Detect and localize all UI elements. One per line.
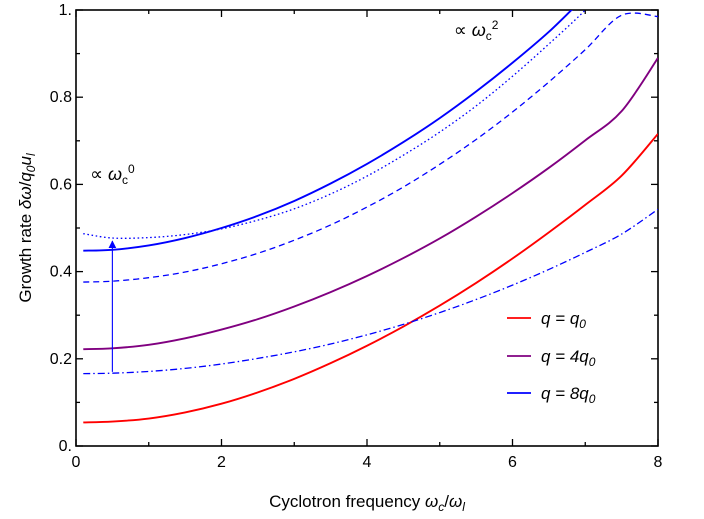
x-tick-label: 8 <box>654 454 663 471</box>
scaling-annotation-1: ∝ ωc2 <box>454 18 499 43</box>
legend-label-q0: q = q0 <box>541 309 586 331</box>
x-tick-label: 4 <box>363 454 372 471</box>
x-axis-label: Cyclotron frequency ωc/ωl <box>269 492 465 514</box>
y-tick-label: 1. <box>59 2 72 19</box>
y-tick-label: 0.2 <box>50 351 72 368</box>
legend: q = q0 q = 4q0 q = 8q0 <box>507 309 596 406</box>
series-line-3 <box>83 10 587 239</box>
series-line-5 <box>83 208 658 375</box>
scaling-annotation-0: ∝ ωc0 <box>90 162 135 187</box>
y-tick-label: 0.6 <box>50 176 72 193</box>
y-axis-label: Growth rate δω/q0ul <box>16 153 38 303</box>
legend-label-4q0: q = 4q0 <box>541 347 596 369</box>
y-tick-label: 0.4 <box>50 264 72 281</box>
series-layer <box>83 10 658 424</box>
series-line-0 <box>83 133 658 424</box>
legend-label-8q0: q = 8q0 <box>541 384 596 406</box>
axes: 0 2 4 6 8 0. 0.2 0.4 0.6 0.8 1. <box>50 2 663 471</box>
annotation-layer: ∝ ωc0 ∝ ωc2 <box>90 18 499 372</box>
series-line-1 <box>83 57 658 351</box>
x-tick-label: 0 <box>72 454 81 471</box>
x-tick-label: 6 <box>508 454 517 471</box>
y-tick-label: 0.8 <box>50 89 72 106</box>
y-tick-label: 0. <box>59 438 72 455</box>
plot-frame <box>75 9 659 447</box>
series-line-2 <box>83 10 573 252</box>
series-line-4 <box>83 12 658 283</box>
x-tick-label: 2 <box>217 454 226 471</box>
